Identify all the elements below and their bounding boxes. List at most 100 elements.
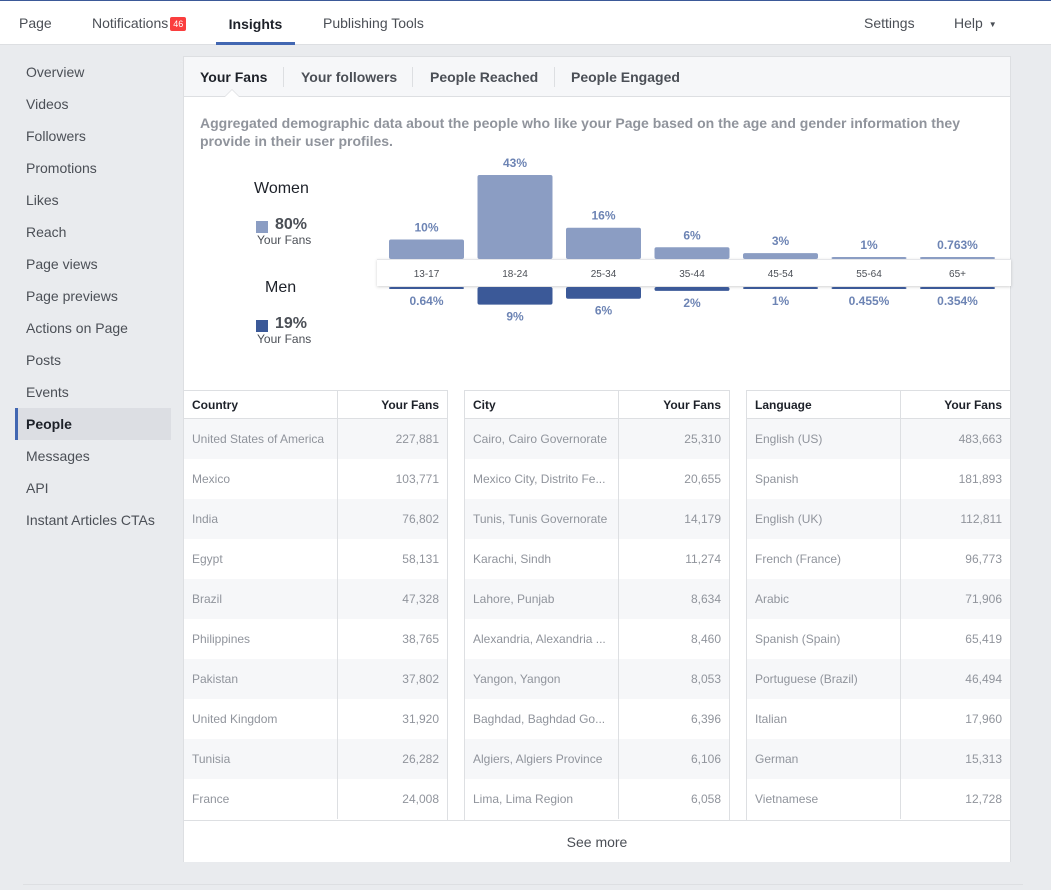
sidebar-item-messages[interactable]: Messages bbox=[26, 448, 90, 464]
men-percent: 19% bbox=[275, 315, 308, 332]
city-column-header[interactable]: City bbox=[465, 391, 619, 418]
sidebar-item-events[interactable]: Events bbox=[26, 384, 69, 400]
men-bar-55-64[interactable] bbox=[831, 287, 907, 289]
sidebar-item-page-views[interactable]: Page views bbox=[26, 256, 98, 272]
table-row: Spanish 181,893 bbox=[747, 459, 1010, 499]
notifications-count-badge: 46 bbox=[170, 17, 187, 31]
age-tick-label: 35-44 bbox=[679, 269, 705, 280]
see-more-button[interactable]: See more bbox=[184, 820, 1010, 862]
fans-count: 71,906 bbox=[965, 592, 1002, 606]
fans-count: 38,765 bbox=[402, 632, 439, 646]
table-row: Philippines 38,765 bbox=[184, 619, 447, 659]
sidebar-item-overview[interactable]: Overview bbox=[26, 64, 85, 80]
fans-count: 8,460 bbox=[690, 632, 721, 646]
sidebar-item-promotions[interactable]: Promotions bbox=[26, 160, 97, 176]
nav-publishing-tools-label: Publishing Tools bbox=[323, 15, 424, 31]
fans-count: 12,728 bbox=[965, 792, 1002, 806]
footer-divider bbox=[23, 884, 1023, 885]
men-bar-65+[interactable] bbox=[920, 287, 995, 289]
nav-settings-label: Settings bbox=[864, 15, 915, 31]
women-bar-13-17[interactable] bbox=[389, 239, 464, 259]
nav-page-label: Page bbox=[19, 15, 52, 31]
city-table-header: City Your Fans bbox=[465, 391, 729, 419]
men-bar-18-24[interactable] bbox=[477, 287, 553, 305]
table-row: Lahore, Punjab 8,634 bbox=[465, 579, 729, 619]
age-tick-label: 13-17 bbox=[414, 269, 440, 280]
sidebar-item-actions-on-page[interactable]: Actions on Page bbox=[26, 320, 128, 336]
nav-page[interactable]: Page bbox=[19, 1, 52, 45]
sidebar-item-instant-articles-ctas[interactable]: Instant Articles CTAs bbox=[26, 512, 155, 528]
tab-people-reached[interactable]: People Reached bbox=[430, 69, 539, 85]
table-gap bbox=[729, 390, 747, 820]
tab-bar: Your Fans Your followers People Reached … bbox=[184, 57, 1010, 97]
women-bar-18-24[interactable] bbox=[477, 175, 553, 259]
men-bar-13-17[interactable] bbox=[389, 287, 464, 289]
women-bar-55-64[interactable] bbox=[831, 257, 907, 259]
table-gap bbox=[447, 390, 465, 820]
country-name: United States of America bbox=[184, 419, 338, 459]
women-bar-35-44[interactable] bbox=[654, 247, 730, 259]
nav-help[interactable]: Help ▼ bbox=[954, 1, 997, 45]
nav-insights-label: Insights bbox=[228, 16, 283, 32]
fans-count: 227,881 bbox=[395, 432, 439, 446]
fans-count: 11,274 bbox=[685, 552, 721, 566]
tab-divider bbox=[283, 67, 284, 87]
table-row: Arabic 71,906 bbox=[747, 579, 1010, 619]
country-name: Mexico bbox=[184, 459, 338, 499]
men-bar-35-44[interactable] bbox=[654, 287, 730, 291]
women-bar-45-54[interactable] bbox=[743, 253, 818, 259]
country-name: India bbox=[184, 499, 338, 539]
table-row: Portuguese (Brazil) 46,494 bbox=[747, 659, 1010, 699]
tab-people-engaged[interactable]: People Engaged bbox=[571, 69, 680, 85]
language-column-header[interactable]: Language bbox=[747, 391, 901, 418]
country-column-header[interactable]: Country bbox=[184, 391, 338, 418]
table-row: Italian 17,960 bbox=[747, 699, 1010, 739]
language-table-header: Language Your Fans bbox=[747, 391, 1010, 419]
nav-insights[interactable]: Insights bbox=[216, 1, 295, 45]
fans-column-header[interactable]: Your Fans bbox=[381, 398, 439, 412]
table-row: Brazil 47,328 bbox=[184, 579, 447, 619]
women-bar-25-34[interactable] bbox=[566, 227, 641, 259]
nav-publishing-tools[interactable]: Publishing Tools bbox=[323, 1, 424, 45]
city-name: Alexandria, Alexandria ... bbox=[465, 619, 619, 659]
nav-settings[interactable]: Settings bbox=[864, 1, 915, 45]
sidebar-item-people[interactable]: People bbox=[15, 408, 171, 440]
city-name: Algiers, Algiers Province bbox=[465, 739, 619, 779]
sidebar-item-likes[interactable]: Likes bbox=[26, 192, 59, 208]
table-row: United Kingdom 31,920 bbox=[184, 699, 447, 739]
language-table: Language Your Fans English (US) 483,663 Span… bbox=[747, 390, 1010, 819]
women-value-label: 43% bbox=[503, 156, 527, 170]
table-row: Egypt 58,131 bbox=[184, 539, 447, 579]
table-row: Mexico City, Distrito Fe... 20,655 bbox=[465, 459, 729, 499]
sidebar-item-page-previews[interactable]: Page previews bbox=[26, 288, 118, 304]
sidebar-item-reach[interactable]: Reach bbox=[26, 224, 67, 240]
men-value-label: 1% bbox=[772, 294, 790, 308]
nav-notifications[interactable]: Notifications 46 bbox=[92, 1, 187, 45]
age-tick-label: 25-34 bbox=[591, 269, 617, 280]
tab-your-fans[interactable]: Your Fans bbox=[200, 69, 268, 85]
men-value-label: 9% bbox=[506, 310, 524, 324]
men-bar-45-54[interactable] bbox=[743, 287, 818, 289]
sidebar-item-api[interactable]: API bbox=[26, 480, 49, 496]
language-name: Vietnamese bbox=[747, 779, 901, 819]
women-swatch bbox=[256, 221, 268, 233]
tab-your-followers[interactable]: Your followers bbox=[301, 69, 398, 85]
city-name: Cairo, Cairo Governorate bbox=[465, 419, 619, 459]
table-row: United States of America 227,881 bbox=[184, 419, 447, 459]
table-row: Vietnamese 12,728 bbox=[747, 779, 1010, 819]
women-value-label: 3% bbox=[772, 234, 790, 248]
sidebar-item-posts[interactable]: Posts bbox=[26, 352, 62, 368]
sidebar-item-videos[interactable]: Videos bbox=[26, 96, 69, 112]
age-tick-label: 45-54 bbox=[768, 269, 794, 280]
fans-count: 58,131 bbox=[402, 552, 439, 566]
language-name: English (US) bbox=[747, 419, 901, 459]
sidebar-item-followers[interactable]: Followers bbox=[26, 128, 86, 144]
fans-column-header[interactable]: Your Fans bbox=[663, 398, 721, 412]
age-tick-label: 65+ bbox=[949, 269, 966, 280]
table-row: English (US) 483,663 bbox=[747, 419, 1010, 459]
language-name: Arabic bbox=[747, 579, 901, 619]
city-name: Lahore, Punjab bbox=[465, 579, 619, 619]
men-bar-25-34[interactable] bbox=[566, 287, 641, 299]
fans-column-header[interactable]: Your Fans bbox=[944, 398, 1002, 412]
women-bar-65+[interactable] bbox=[920, 257, 995, 259]
